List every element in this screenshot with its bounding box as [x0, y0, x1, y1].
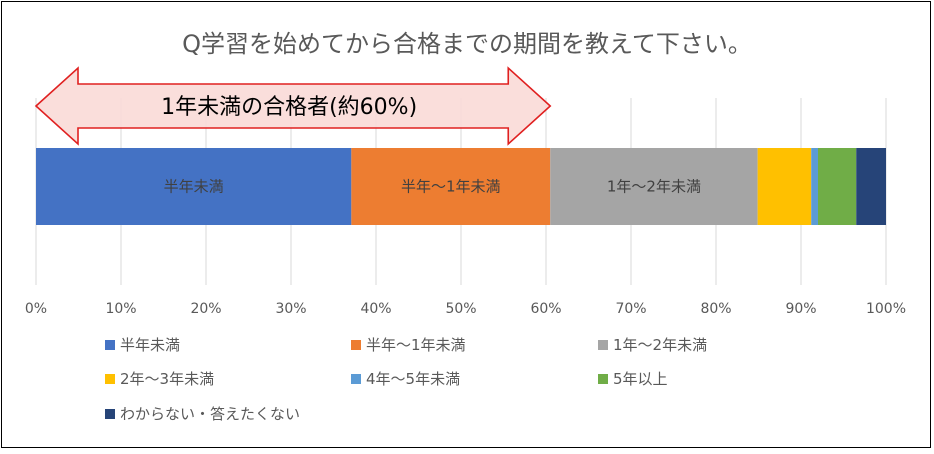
annotation-arrow: 1年未満の合格者(約60%) [34, 66, 552, 146]
legend-label: 半年〜1年未満 [366, 336, 466, 354]
legend-swatch [105, 340, 115, 350]
x-tick-label: 100% [866, 301, 906, 317]
legend-label: 4年〜5年未満 [366, 370, 460, 388]
bar-data-label: 1年〜2年未満 [607, 178, 701, 196]
legend-label: わからない・答えたくない [120, 405, 300, 423]
tick-layer: 0% 10% 20% 30% 40% 50% 60% 70% 80% 90% 100% [25, 301, 906, 317]
x-tick-label: 50% [445, 301, 476, 317]
x-tick-label: 60% [530, 301, 561, 317]
bar-segment [757, 148, 812, 225]
bar-segment [36, 148, 352, 225]
legend: 半年未満 半年〜1年未満 1年〜2年未満 2年〜3年未満 4年〜5年未満 5年以上わからな… [105, 336, 707, 423]
legend-swatch [105, 374, 115, 384]
annotation-label: 1年未満の合格者(約60%) [161, 95, 417, 120]
bar-data-label: 半年〜1年未満 [401, 178, 501, 196]
legend-swatch [598, 340, 608, 350]
x-tick-label: 20% [190, 301, 221, 317]
x-tick-label: 90% [785, 301, 816, 317]
x-tick-label: 40% [360, 301, 391, 317]
x-tick-label: 80% [700, 301, 731, 317]
bar-layer: 半年未満 半年〜1年未満 1年〜2年未満 [36, 148, 886, 225]
legend-swatch [351, 374, 361, 384]
bar-segment [351, 148, 551, 225]
legend-swatch [351, 340, 361, 350]
bar-segment [818, 148, 857, 225]
legend-swatch [105, 409, 115, 419]
x-tick-label: 0% [25, 301, 47, 317]
legend-label: 1年〜2年未満 [613, 336, 707, 354]
annotation-double-arrow [34, 66, 552, 146]
legend-swatch [598, 374, 608, 384]
legend-label: 半年未満 [120, 336, 180, 354]
bar-segment [550, 148, 758, 225]
legend-label: 5年以上 [613, 370, 668, 388]
x-tick-label: 70% [615, 301, 646, 317]
chart-title: Q学習を始めてから合格までの期間を教えて下さい。 [182, 30, 752, 58]
bar-segment [856, 148, 886, 225]
bar-segment [811, 148, 818, 225]
bar-data-label: 半年未満 [164, 178, 224, 196]
x-tick-label: 30% [275, 301, 306, 317]
legend-label: 2年〜3年未満 [120, 370, 214, 388]
x-tick-label: 10% [105, 301, 136, 317]
